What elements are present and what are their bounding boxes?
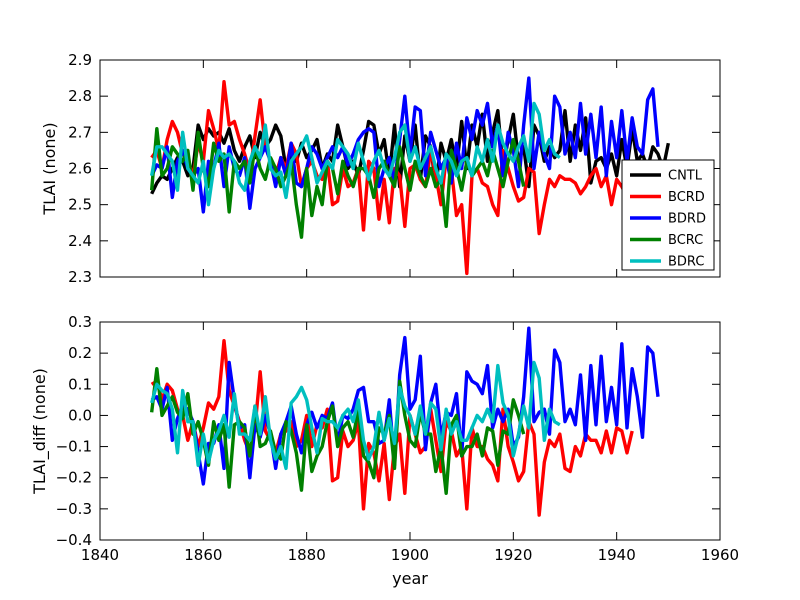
- bottom-y-tick-label: −0.4: [56, 531, 92, 549]
- legend-box: [621, 159, 715, 271]
- bottom-x-axis: 1840 1860 1880 1900 1920 1940 1960: [81, 322, 739, 564]
- top-y-tick-label: 2.4: [68, 232, 92, 250]
- top-y-tick-label: 2.7: [68, 123, 92, 141]
- bottom-y-tick-label: −0.2: [56, 469, 92, 487]
- top-y-axis-label: TLAI (none): [40, 122, 59, 215]
- legend-label-bcrc: BCRC: [668, 233, 703, 248]
- bottom-y-tick-label: 0.1: [68, 375, 92, 393]
- bottom-series-line-bcrd: [150, 338, 634, 517]
- legend-label-cntl: CNTL: [668, 169, 703, 184]
- bottom-y-tick-label: −0.1: [56, 438, 92, 456]
- bottom-y-axis: −0.4 −0.3 −0.2 −0.1 0.0 0.1 0.2 0.3: [56, 313, 720, 549]
- top-y-tick-label: 2.9: [68, 51, 92, 69]
- bottom-y-tick-label: −0.3: [56, 500, 92, 518]
- top-series-line-bcrc: [149, 127, 526, 239]
- top-series-line-bcrd: [150, 79, 634, 276]
- top-series-group: [149, 76, 670, 276]
- top-y-tick-label: 2.8: [68, 87, 92, 105]
- x-tick-label: 1900: [391, 546, 429, 564]
- x-tick-label: 1940: [598, 546, 636, 564]
- top-panel: 2.3 2.4 2.5 2.6 2.7 2.8 2.9 TLAI (none) CNTL BC…: [40, 51, 721, 286]
- x-tick-label: 1860: [184, 546, 222, 564]
- top-x-ticks: [99, 60, 721, 277]
- legend-label-bcrd: BCRD: [668, 190, 705, 205]
- legend-entries: CNTL BCRD BDRD BCRC BDRC: [630, 169, 706, 270]
- top-y-tick-label: 2.5: [68, 196, 92, 214]
- bottom-series-line-bdrc: [150, 360, 561, 471]
- bottom-y-tick-label: 0.2: [68, 344, 92, 362]
- x-tick-label: 1840: [81, 546, 119, 564]
- legend-label-bdrd: BDRD: [668, 212, 706, 227]
- legend-label-bdrc: BDRC: [668, 255, 704, 270]
- x-tick-label: 1880: [288, 546, 326, 564]
- top-series-line-bdrc: [149, 101, 561, 207]
- top-y-tick-label: 2.3: [68, 268, 92, 286]
- bottom-y-axis-label: TLAI_diff (none): [30, 368, 50, 495]
- bottom-panel: −0.4 −0.3 −0.2 −0.1 0.0 0.1 0.2 0.3 1840 1860 188…: [30, 313, 739, 588]
- top-y-tick-label: 2.6: [68, 160, 92, 178]
- x-axis-label: year: [392, 569, 428, 588]
- top-y-axis: 2.3 2.4 2.5 2.6 2.7 2.8 2.9: [68, 51, 720, 286]
- x-tick-label: 1920: [494, 546, 532, 564]
- legend: CNTL BCRD BDRD BCRC BDRC: [621, 159, 715, 271]
- bottom-series-line-bcrc: [149, 367, 526, 495]
- bottom-series-group: [149, 326, 660, 517]
- bottom-y-tick-label: 0.3: [68, 313, 92, 331]
- x-tick-label: 1960: [701, 546, 739, 564]
- bottom-y-tick-label: 0.0: [68, 406, 92, 424]
